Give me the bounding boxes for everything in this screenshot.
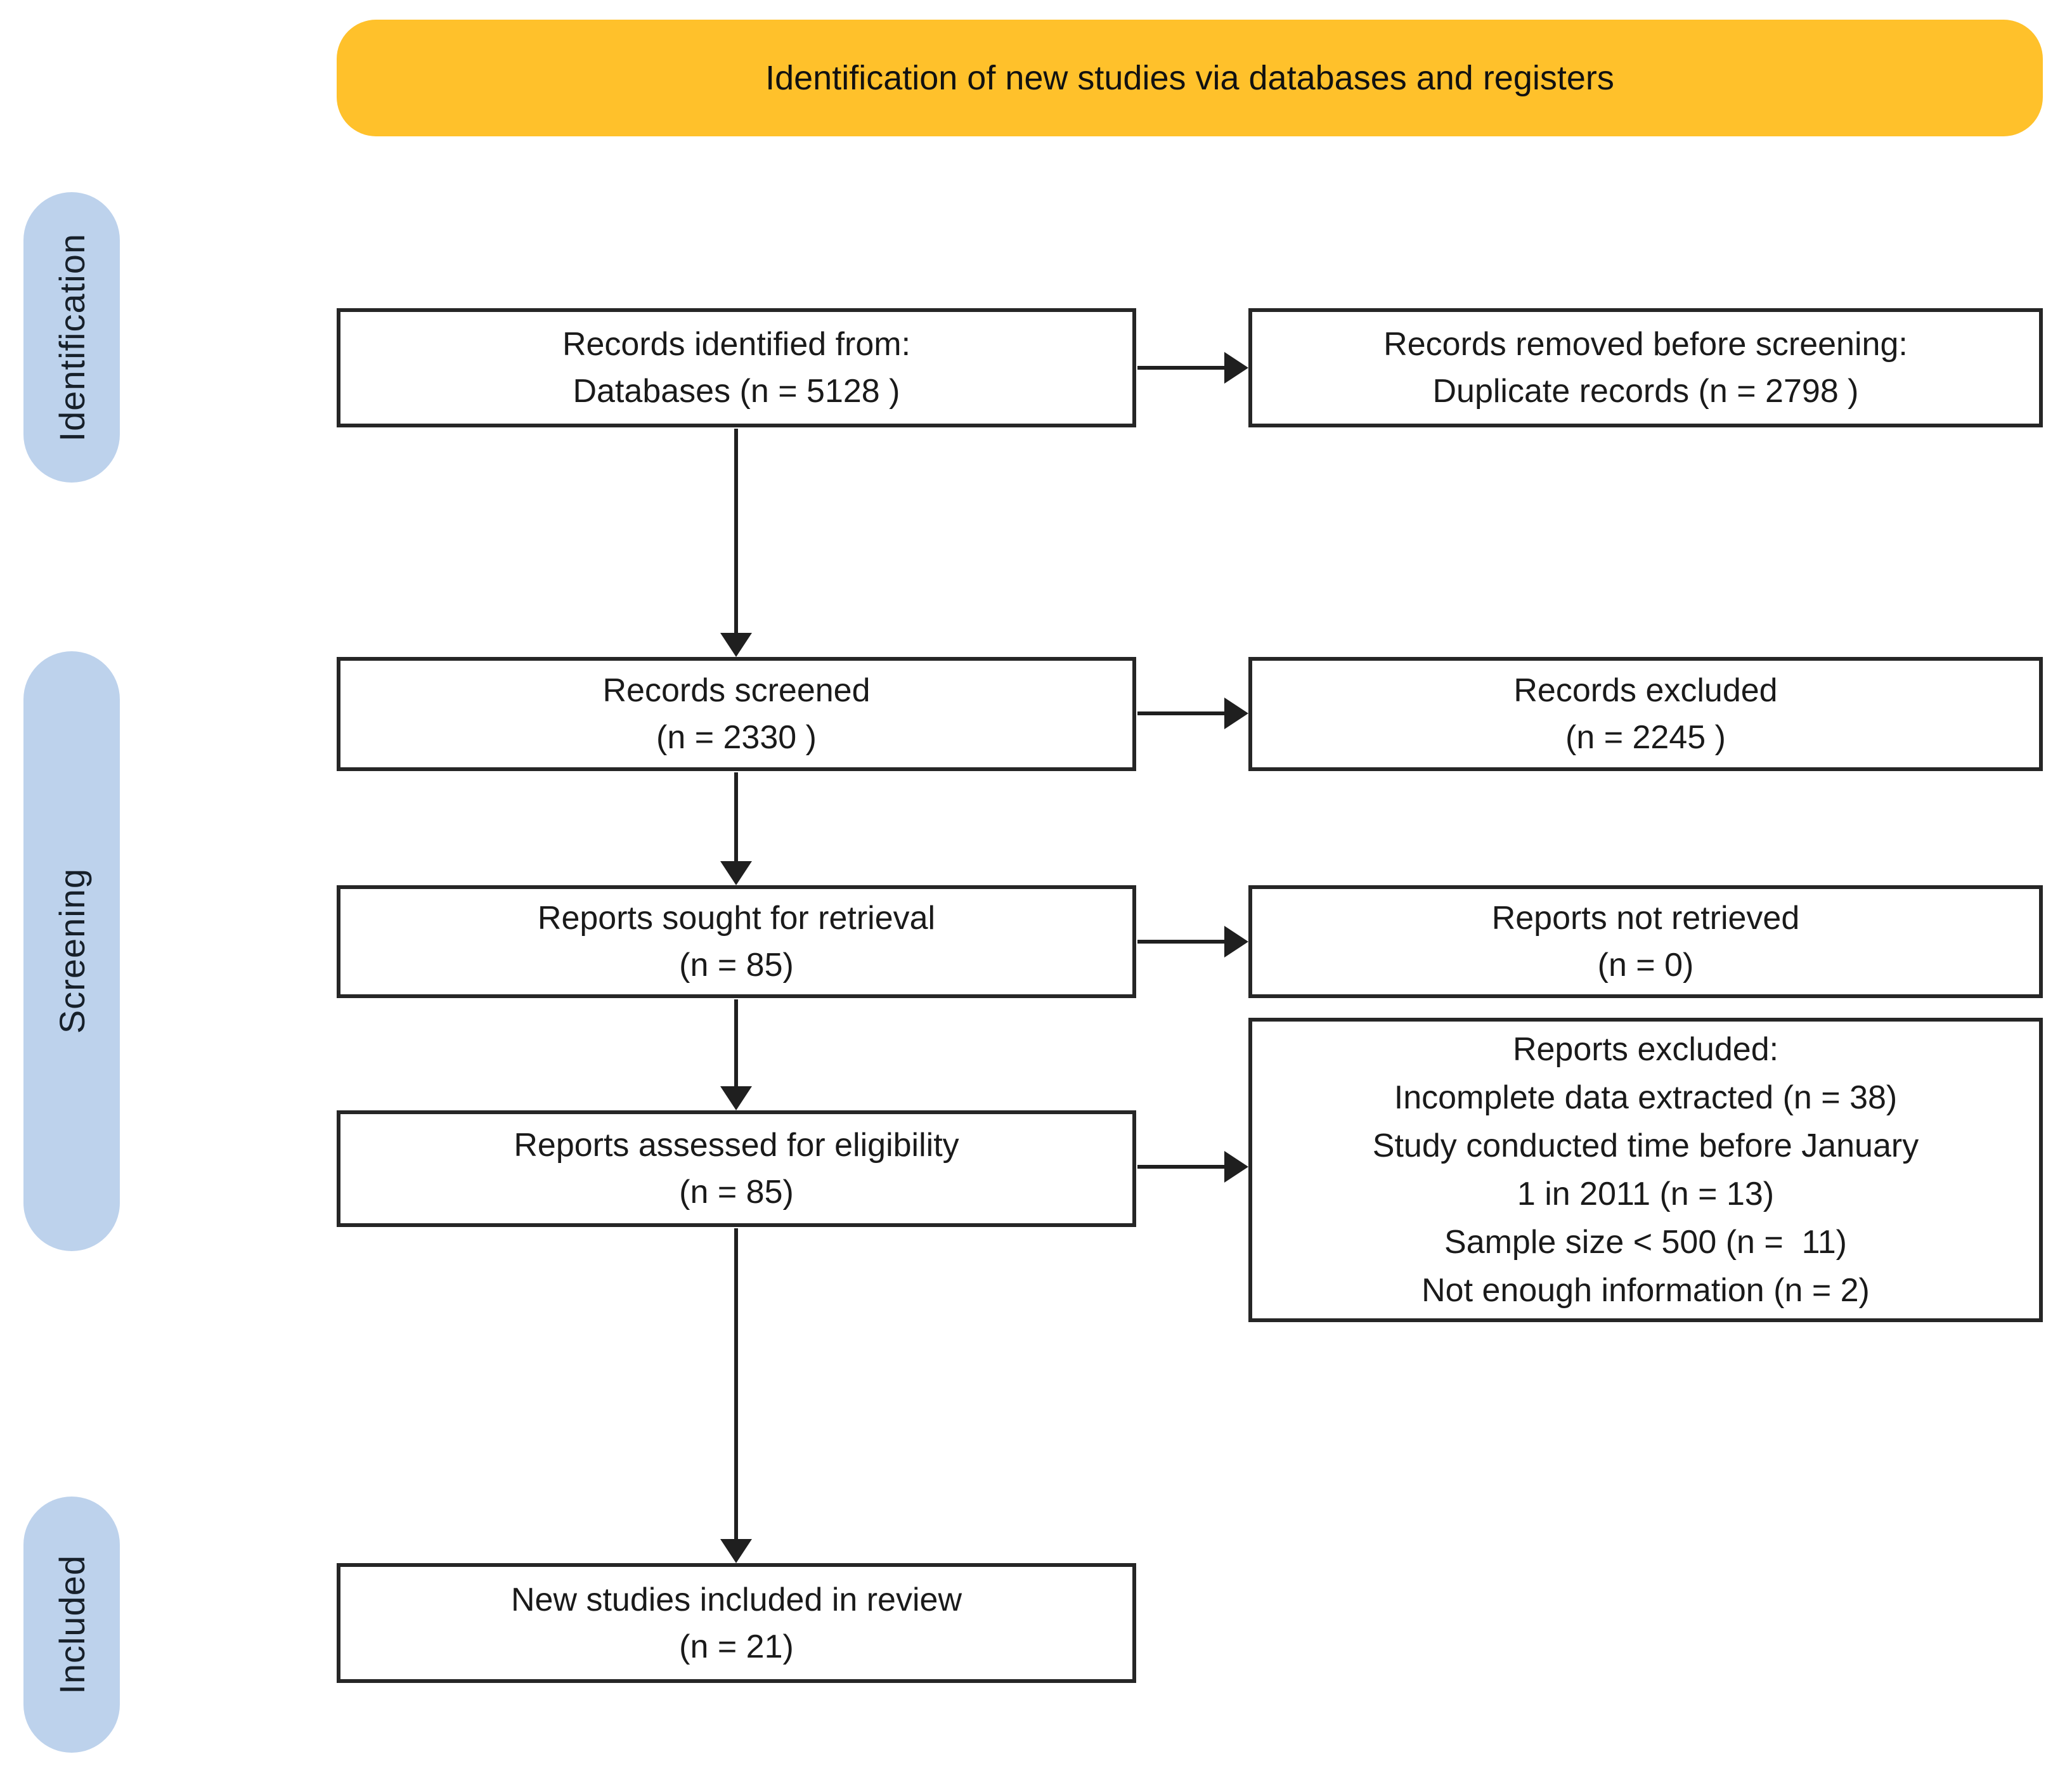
flow-box-records-removed: Records removed before screening: Duplic… (1248, 308, 2043, 427)
arrow-line (734, 429, 738, 633)
arrow-line (734, 772, 738, 861)
arrow-right-sought-to-not-retrieved (1137, 925, 1248, 958)
arrow-right-screened-to-excluded (1137, 697, 1248, 730)
box-text-line: Records screened (602, 672, 871, 709)
flow-box-records-excluded: Records excluded (n = 2245 ) (1248, 657, 2043, 771)
box-text-line: Duplicate records (n = 2798 ) (1432, 373, 1859, 410)
arrow-down-sought-to-assessed (720, 999, 753, 1110)
arrow-down-assessed-to-included (720, 1228, 753, 1563)
box-text-line: (n = 2245 ) (1565, 719, 1726, 756)
flow-box-reports-assessed: Reports assessed for eligibility (n = 85… (337, 1110, 1136, 1227)
arrow-line (734, 999, 738, 1086)
stage-label-identification: Identification (51, 233, 92, 442)
arrowhead-right-icon (1224, 1151, 1248, 1183)
box-text-line: Records excluded (1513, 672, 1778, 709)
box-text-line: New studies included in review (510, 1581, 962, 1618)
arrow-right-assessed-to-reports-excluded (1137, 1150, 1248, 1183)
banner-label: Identification of new studies via databa… (765, 59, 1614, 97)
stage-pill-identification: Identification (23, 192, 120, 483)
box-text-line: (n = 85) (679, 1174, 794, 1211)
arrowhead-down-icon (720, 1086, 752, 1110)
arrow-line (734, 1228, 738, 1539)
box-text-line: (n = 0) (1597, 947, 1694, 984)
box-text-line: Databases (n = 5128 ) (573, 373, 900, 410)
box-text-line: Records removed before screening: (1383, 326, 1908, 363)
flow-box-new-studies-included: New studies included in review (n = 21) (337, 1563, 1136, 1683)
flow-box-reports-excluded: Reports excluded: Incomplete data extrac… (1248, 1018, 2043, 1322)
arrow-down-screened-to-sought (720, 772, 753, 885)
box-text-line: Incomplete data extracted (n = 38) (1394, 1079, 1898, 1116)
arrowhead-right-icon (1224, 926, 1248, 958)
flow-box-reports-sought: Reports sought for retrieval (n = 85) (337, 885, 1136, 998)
box-text-line: (n = 2330 ) (656, 719, 817, 756)
stage-pill-included: Included (23, 1497, 120, 1753)
arrowhead-right-icon (1224, 352, 1248, 384)
arrow-line (1137, 711, 1224, 715)
box-text-line: Reports not retrieved (1491, 900, 1800, 937)
stage-pill-screening: Screening (23, 651, 120, 1251)
box-text-line: Records identified from: (562, 326, 911, 363)
box-text-line: (n = 85) (679, 947, 794, 984)
box-text-line: Reports sought for retrieval (537, 900, 936, 937)
arrowhead-down-icon (720, 633, 752, 657)
arrow-line (1137, 940, 1224, 944)
box-text-line: Not enough information (n = 2) (1421, 1272, 1870, 1309)
box-text-line: Reports excluded: (1512, 1031, 1779, 1068)
arrow-down-identified-to-screened (720, 429, 753, 657)
flow-box-reports-not-retrieved: Reports not retrieved (n = 0) (1248, 885, 2043, 998)
box-text-line: Sample size < 500 (n = 11) (1444, 1224, 1847, 1261)
stage-label-screening: Screening (51, 868, 92, 1034)
arrowhead-right-icon (1224, 698, 1248, 729)
flow-box-records-identified: Records identified from: Databases (n = … (337, 308, 1136, 427)
arrow-line (1137, 1165, 1224, 1169)
banner-identification-title: Identification of new studies via databa… (337, 20, 2043, 136)
arrowhead-down-icon (720, 861, 752, 885)
box-text-line: Reports assessed for eligibility (514, 1127, 959, 1164)
box-text-line: (n = 21) (679, 1628, 794, 1665)
arrow-line (1137, 366, 1224, 370)
box-text-line: 1 in 2011 (n = 13) (1517, 1176, 1775, 1212)
stage-label-included: Included (51, 1555, 92, 1694)
arrowhead-down-icon (720, 1539, 752, 1563)
flow-box-records-screened: Records screened (n = 2330 ) (337, 657, 1136, 771)
box-text-line: Study conducted time before January (1372, 1127, 1919, 1164)
arrow-right-identified-to-removed (1137, 351, 1248, 384)
